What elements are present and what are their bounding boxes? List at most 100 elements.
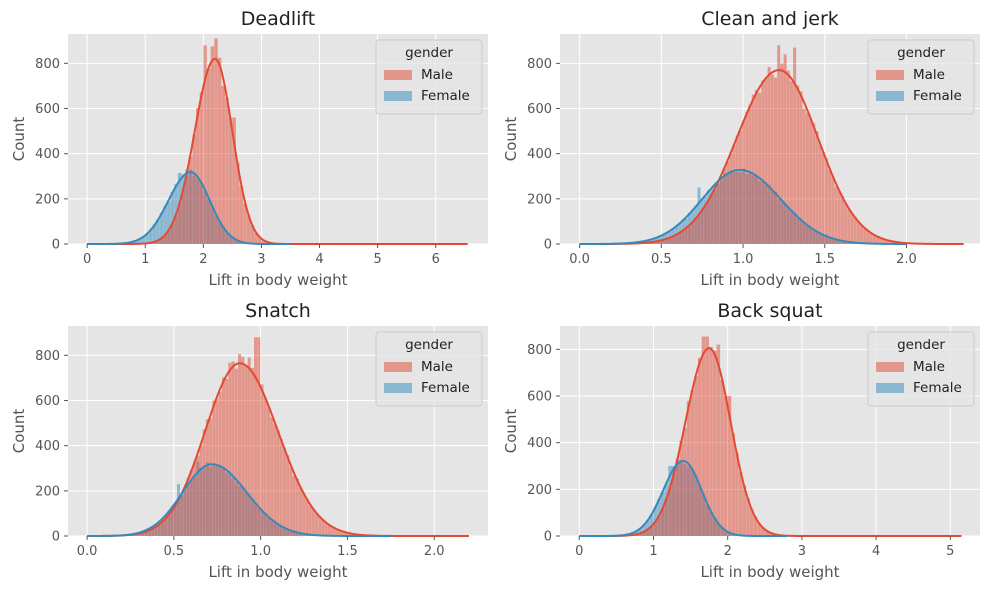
hist-bar <box>815 131 819 244</box>
kde-line-female <box>87 463 391 537</box>
hist-bar <box>241 356 245 536</box>
x-tick-label: 2 <box>724 544 732 559</box>
hist-bar <box>315 513 319 536</box>
hist-bar <box>308 505 312 536</box>
hist-bar <box>261 240 265 244</box>
hist-bar <box>302 492 306 536</box>
legend: gender Male Female <box>375 39 483 115</box>
hist-bar <box>232 117 236 244</box>
x-tick-label: 3 <box>798 544 806 559</box>
hist-bar <box>163 234 167 244</box>
hist-bar <box>239 185 244 244</box>
hist-bar <box>761 80 765 245</box>
hist-bar <box>228 117 233 244</box>
hist-bar <box>642 524 646 536</box>
legend-title: gender <box>405 337 453 353</box>
histogram-male <box>106 337 386 536</box>
hist-bar <box>735 135 739 244</box>
hist-bar <box>875 236 880 244</box>
hist-bar <box>152 241 157 244</box>
hist-bar <box>869 233 873 244</box>
hist-bar <box>343 532 348 536</box>
hist-bar <box>237 354 242 536</box>
y-tick-label: 200 <box>35 484 60 499</box>
hist-bar <box>758 92 762 244</box>
hist-bar <box>154 526 158 536</box>
legend-label-male: Male <box>913 67 945 83</box>
hist-bar <box>134 240 138 244</box>
hist-bar <box>234 368 238 536</box>
hist-bar <box>753 516 758 536</box>
hist-bar <box>141 236 146 244</box>
hist-bar <box>170 509 174 536</box>
hist-bar <box>324 522 328 536</box>
hist-bar <box>802 108 806 245</box>
y-tick-label: 600 <box>527 390 552 405</box>
hist-bar <box>340 531 344 536</box>
legend-swatch-male <box>384 70 412 80</box>
hist-bar <box>681 230 685 244</box>
hist-bar <box>311 509 315 536</box>
hist-bar <box>257 237 262 244</box>
hist-bar <box>805 112 809 245</box>
y-tick-label: 0 <box>52 238 60 253</box>
hist-bar <box>856 221 860 244</box>
hist-bar <box>203 45 207 245</box>
kde-line-male <box>87 362 469 537</box>
hist-bar <box>170 223 175 244</box>
hist-bar <box>793 47 797 244</box>
kde-line-female <box>87 171 291 245</box>
hist-bar <box>834 186 838 244</box>
hist-bar <box>723 396 728 536</box>
hist-bar <box>170 192 175 244</box>
chart-title: Back squat <box>717 300 822 322</box>
hist-bar <box>167 515 171 536</box>
hist-bar <box>675 458 680 536</box>
hist-bar <box>703 205 707 244</box>
hist-bar <box>305 499 309 536</box>
x-tick-label: 1.0 <box>733 252 754 267</box>
y-tick-label: 200 <box>527 192 552 207</box>
x-tick-label: 0 <box>83 252 91 267</box>
hist-bar <box>712 350 717 536</box>
histogram-male <box>614 45 931 245</box>
hist-bar <box>731 433 735 536</box>
hist-bar <box>821 152 825 244</box>
hist-bar <box>745 112 749 244</box>
hist-bar <box>853 216 857 244</box>
x-tick-label: 2 <box>199 252 207 267</box>
x-tick-label: 5 <box>946 544 954 559</box>
hist-bar <box>638 533 643 536</box>
hist-bar <box>872 234 876 244</box>
y-tick-label: 400 <box>527 436 552 451</box>
y-tick-label: 0 <box>544 238 552 253</box>
hist-bar <box>716 344 721 536</box>
hist-bar <box>767 67 771 244</box>
x-tick-label: 1.5 <box>814 252 835 267</box>
hist-bar <box>210 46 215 244</box>
hist-bar <box>675 234 679 244</box>
hist-bar <box>199 92 204 244</box>
y-axis-label: Count <box>502 409 520 454</box>
hist-bar <box>726 161 730 244</box>
hist-bar <box>331 526 335 536</box>
hist-bar <box>273 424 277 536</box>
hist-bar <box>157 524 161 536</box>
hist-bar <box>698 357 702 536</box>
legend: gender Male Female <box>867 331 975 407</box>
y-tick-label: 800 <box>35 57 60 72</box>
y-tick-label: 400 <box>527 147 552 162</box>
hist-bar <box>185 175 189 244</box>
hist-bar <box>318 516 322 536</box>
hist-bar <box>180 494 184 536</box>
legend-swatch-female <box>384 383 412 393</box>
panel-deadlift: 0 1 2 3 4 5 6 0 200 400 600 800 Deadlift Lift in body… <box>10 8 488 289</box>
hist-bar <box>668 237 672 244</box>
y-tick-label: 200 <box>35 192 60 207</box>
y-tick-label: 600 <box>527 102 552 117</box>
hist-bar <box>672 472 676 536</box>
hist-bar <box>243 203 247 244</box>
hist-bar <box>719 176 723 244</box>
hist-bar <box>160 521 164 536</box>
